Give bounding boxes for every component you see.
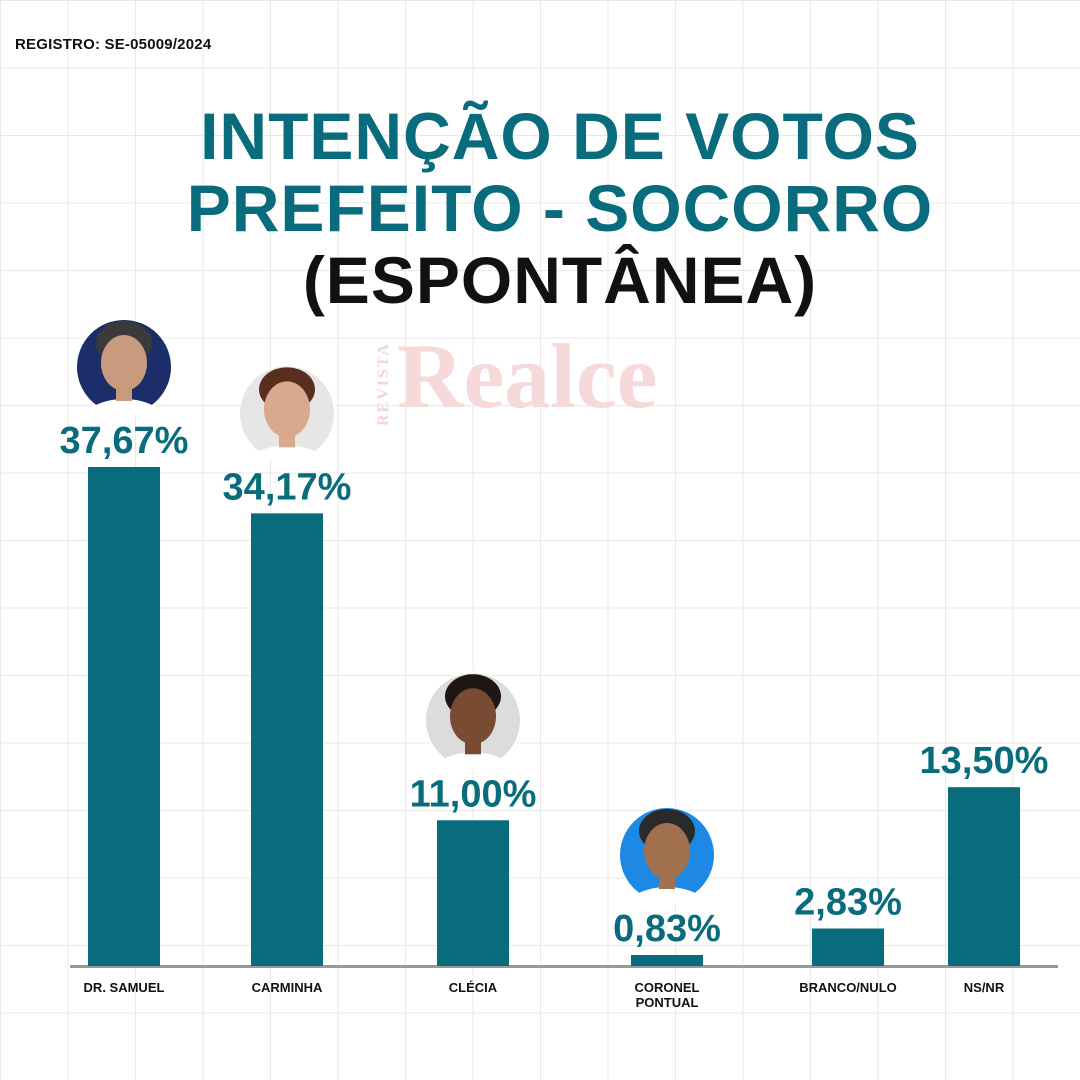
- category-label-0: DR. SAMUEL: [84, 980, 165, 995]
- data-label-1: 34,17%: [223, 466, 352, 508]
- data-label-0: 37,67%: [60, 420, 189, 462]
- category-label-5: NS/NR: [964, 980, 1005, 995]
- data-label-5: 13,50%: [920, 740, 1049, 782]
- category-label-2: CLÉCIA: [449, 980, 498, 995]
- title-line-1: INTENÇÃO DE VOTOS: [200, 99, 920, 173]
- data-label-2: 11,00%: [410, 773, 537, 815]
- title-line-3: (ESPONTÂNEA): [302, 243, 818, 317]
- bar-3: [631, 955, 703, 966]
- category-label-1: CARMINHA: [252, 980, 323, 995]
- registration-number: REGISTRO: SE-05009/2024: [15, 36, 212, 53]
- chart-title: INTENÇÃO DE VOTOS PREFEITO - SOCORRO (ES…: [0, 100, 1080, 316]
- bar-5: [948, 787, 1020, 966]
- title-line-2: PREFEITO - SOCORRO: [186, 171, 934, 245]
- data-label-3: 0,83%: [613, 908, 721, 950]
- bar-0: [88, 467, 160, 966]
- category-label-4: BRANCO/NULO: [799, 980, 897, 995]
- data-label-4: 2,83%: [794, 882, 902, 924]
- watermark-logo: REVISTA Realce: [375, 326, 715, 436]
- bar-2: [437, 820, 509, 966]
- bar-1: [251, 513, 323, 966]
- watermark-name: Realce: [397, 325, 658, 427]
- bar-4: [812, 928, 884, 966]
- category-label-3: CORONEL PONTUAL: [635, 980, 700, 1010]
